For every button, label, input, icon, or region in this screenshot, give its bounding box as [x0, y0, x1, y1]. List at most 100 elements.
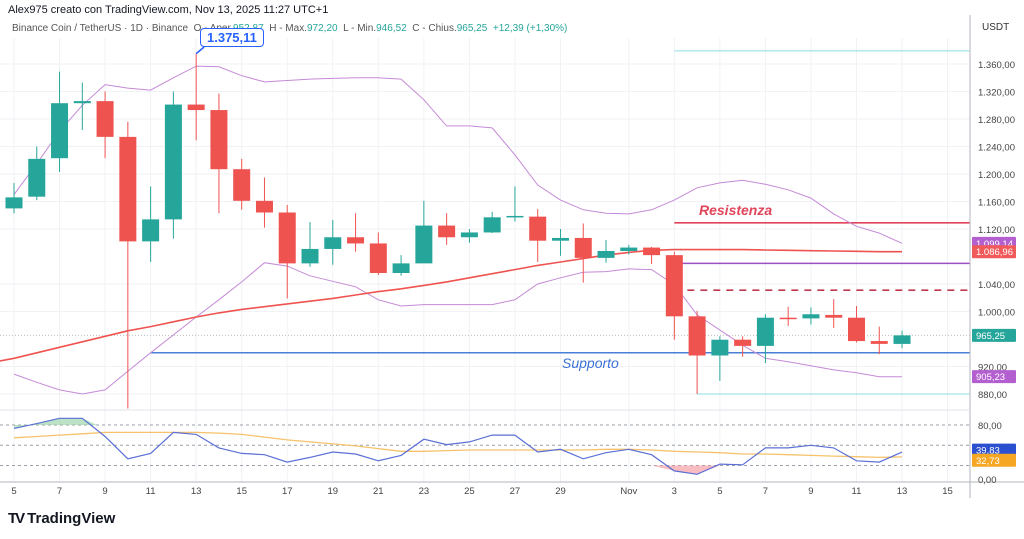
price-tick-label: 920,00	[978, 363, 1007, 374]
candle	[278, 204, 296, 299]
resistance-label[interactable]: Resistenza	[699, 202, 773, 218]
candle	[392, 255, 410, 276]
rsi-ma-value-label-bg	[972, 453, 1016, 467]
time-tick-label: 3	[672, 486, 677, 497]
high-callout[interactable]: 1.375,11	[200, 28, 264, 47]
candle	[779, 306, 797, 326]
candle	[756, 314, 774, 364]
time-tick-label: 9	[102, 486, 107, 497]
candle-body	[415, 225, 433, 264]
candle	[825, 299, 843, 329]
candles	[5, 46, 911, 409]
candle-body	[119, 136, 137, 242]
change-value: +12,39 (+1,30%)	[492, 23, 568, 34]
rsi-tick-label: 80,00	[978, 421, 1002, 432]
candle-body	[620, 247, 638, 252]
moving-average-line	[0, 248, 902, 362]
candle-body	[483, 217, 501, 233]
candle-body	[847, 317, 865, 342]
price-tick-label: 880,00	[978, 390, 1007, 401]
logo-text: TradingView	[27, 510, 116, 527]
candle-body	[369, 243, 387, 274]
time-tick-label: 11	[852, 486, 862, 497]
low-label: L - Min.	[343, 23, 377, 34]
candle	[597, 240, 615, 263]
time-tick-label: 13	[897, 486, 908, 497]
candle-body	[460, 232, 478, 238]
candle-body	[711, 339, 729, 356]
candle	[233, 158, 251, 210]
candle	[483, 211, 501, 234]
candle-body	[210, 110, 228, 170]
tradingview-logo[interactable]: TV TradingView	[8, 510, 115, 527]
candle-body	[597, 251, 615, 258]
time-tick-label: 15	[236, 486, 247, 497]
candle	[438, 213, 456, 245]
candle-body	[96, 101, 114, 137]
axes: 1.360,00 1.320,00 1.280,00 1.240,00 1.200,00…	[0, 15, 1024, 498]
price-label-bg	[972, 245, 1016, 259]
candle-body	[347, 237, 365, 244]
price-tick-label: 1.200,00	[978, 170, 1015, 181]
candle	[802, 307, 820, 325]
time-tick-label: 27	[510, 486, 521, 497]
candle-body	[142, 219, 160, 242]
candle	[734, 336, 752, 357]
candle-body	[233, 169, 251, 201]
time-tick-label: 11	[146, 486, 156, 497]
candle-body	[392, 263, 410, 274]
time-tick-label: 25	[464, 486, 475, 497]
symbol-name[interactable]: Binance Coin / TetherUS · 1D · Binance	[12, 23, 189, 34]
time-tick-label: 17	[282, 486, 293, 497]
candle	[164, 91, 182, 239]
horizontal-levels[interactable]	[0, 50, 970, 395]
price-tick-label: 1.120,00	[978, 225, 1015, 236]
candle	[551, 229, 569, 256]
rsi-bands	[0, 424, 970, 466]
candle	[893, 330, 911, 349]
candle	[347, 213, 365, 252]
candle	[506, 186, 524, 222]
candle	[847, 306, 865, 343]
high-value: 972,20	[306, 23, 338, 34]
candle-body	[255, 200, 273, 213]
price-label: 1.099,14	[976, 239, 1013, 250]
support-label[interactable]: Supporto	[562, 355, 619, 371]
candle-body	[438, 225, 456, 238]
candle	[574, 223, 592, 283]
candle	[688, 310, 706, 395]
candle	[187, 53, 205, 141]
candle-body	[301, 248, 319, 264]
close-value: 965,25	[456, 23, 488, 34]
candle	[51, 71, 69, 172]
candle	[643, 246, 661, 265]
time-tick-label: 9	[808, 486, 813, 497]
price-tick-label: 1.280,00	[978, 115, 1015, 126]
rsi-ma-value-label: 32,73	[976, 456, 1000, 467]
candle	[210, 93, 228, 214]
overbought-fill	[14, 418, 98, 429]
time-tick-label: 7	[763, 486, 768, 497]
price-tick-label: 1.160,00	[978, 198, 1015, 209]
candle-body	[73, 101, 91, 104]
candle	[96, 91, 114, 159]
time-tick-label: 29	[555, 486, 566, 497]
price-label: 905,23	[976, 372, 1005, 383]
bollinger-lower-line	[13, 262, 903, 395]
candle	[142, 186, 160, 263]
candle	[119, 121, 137, 409]
candle-body	[870, 341, 888, 344]
time-tick-label: 7	[57, 486, 62, 497]
bollinger-upper-line	[13, 65, 903, 244]
close-label: C - Chius.	[412, 23, 457, 34]
time-tick-label: Nov	[620, 486, 637, 497]
candle-body	[688, 316, 706, 356]
rsi-line	[13, 417, 903, 475]
candle-body	[574, 237, 592, 258]
candle-body	[643, 247, 661, 256]
high-label: H - Max.	[269, 23, 307, 34]
candle-body	[324, 237, 342, 249]
symbol-legend: Binance Coin / TetherUS · 1D · Binance O…	[12, 23, 567, 34]
candle	[369, 232, 387, 276]
